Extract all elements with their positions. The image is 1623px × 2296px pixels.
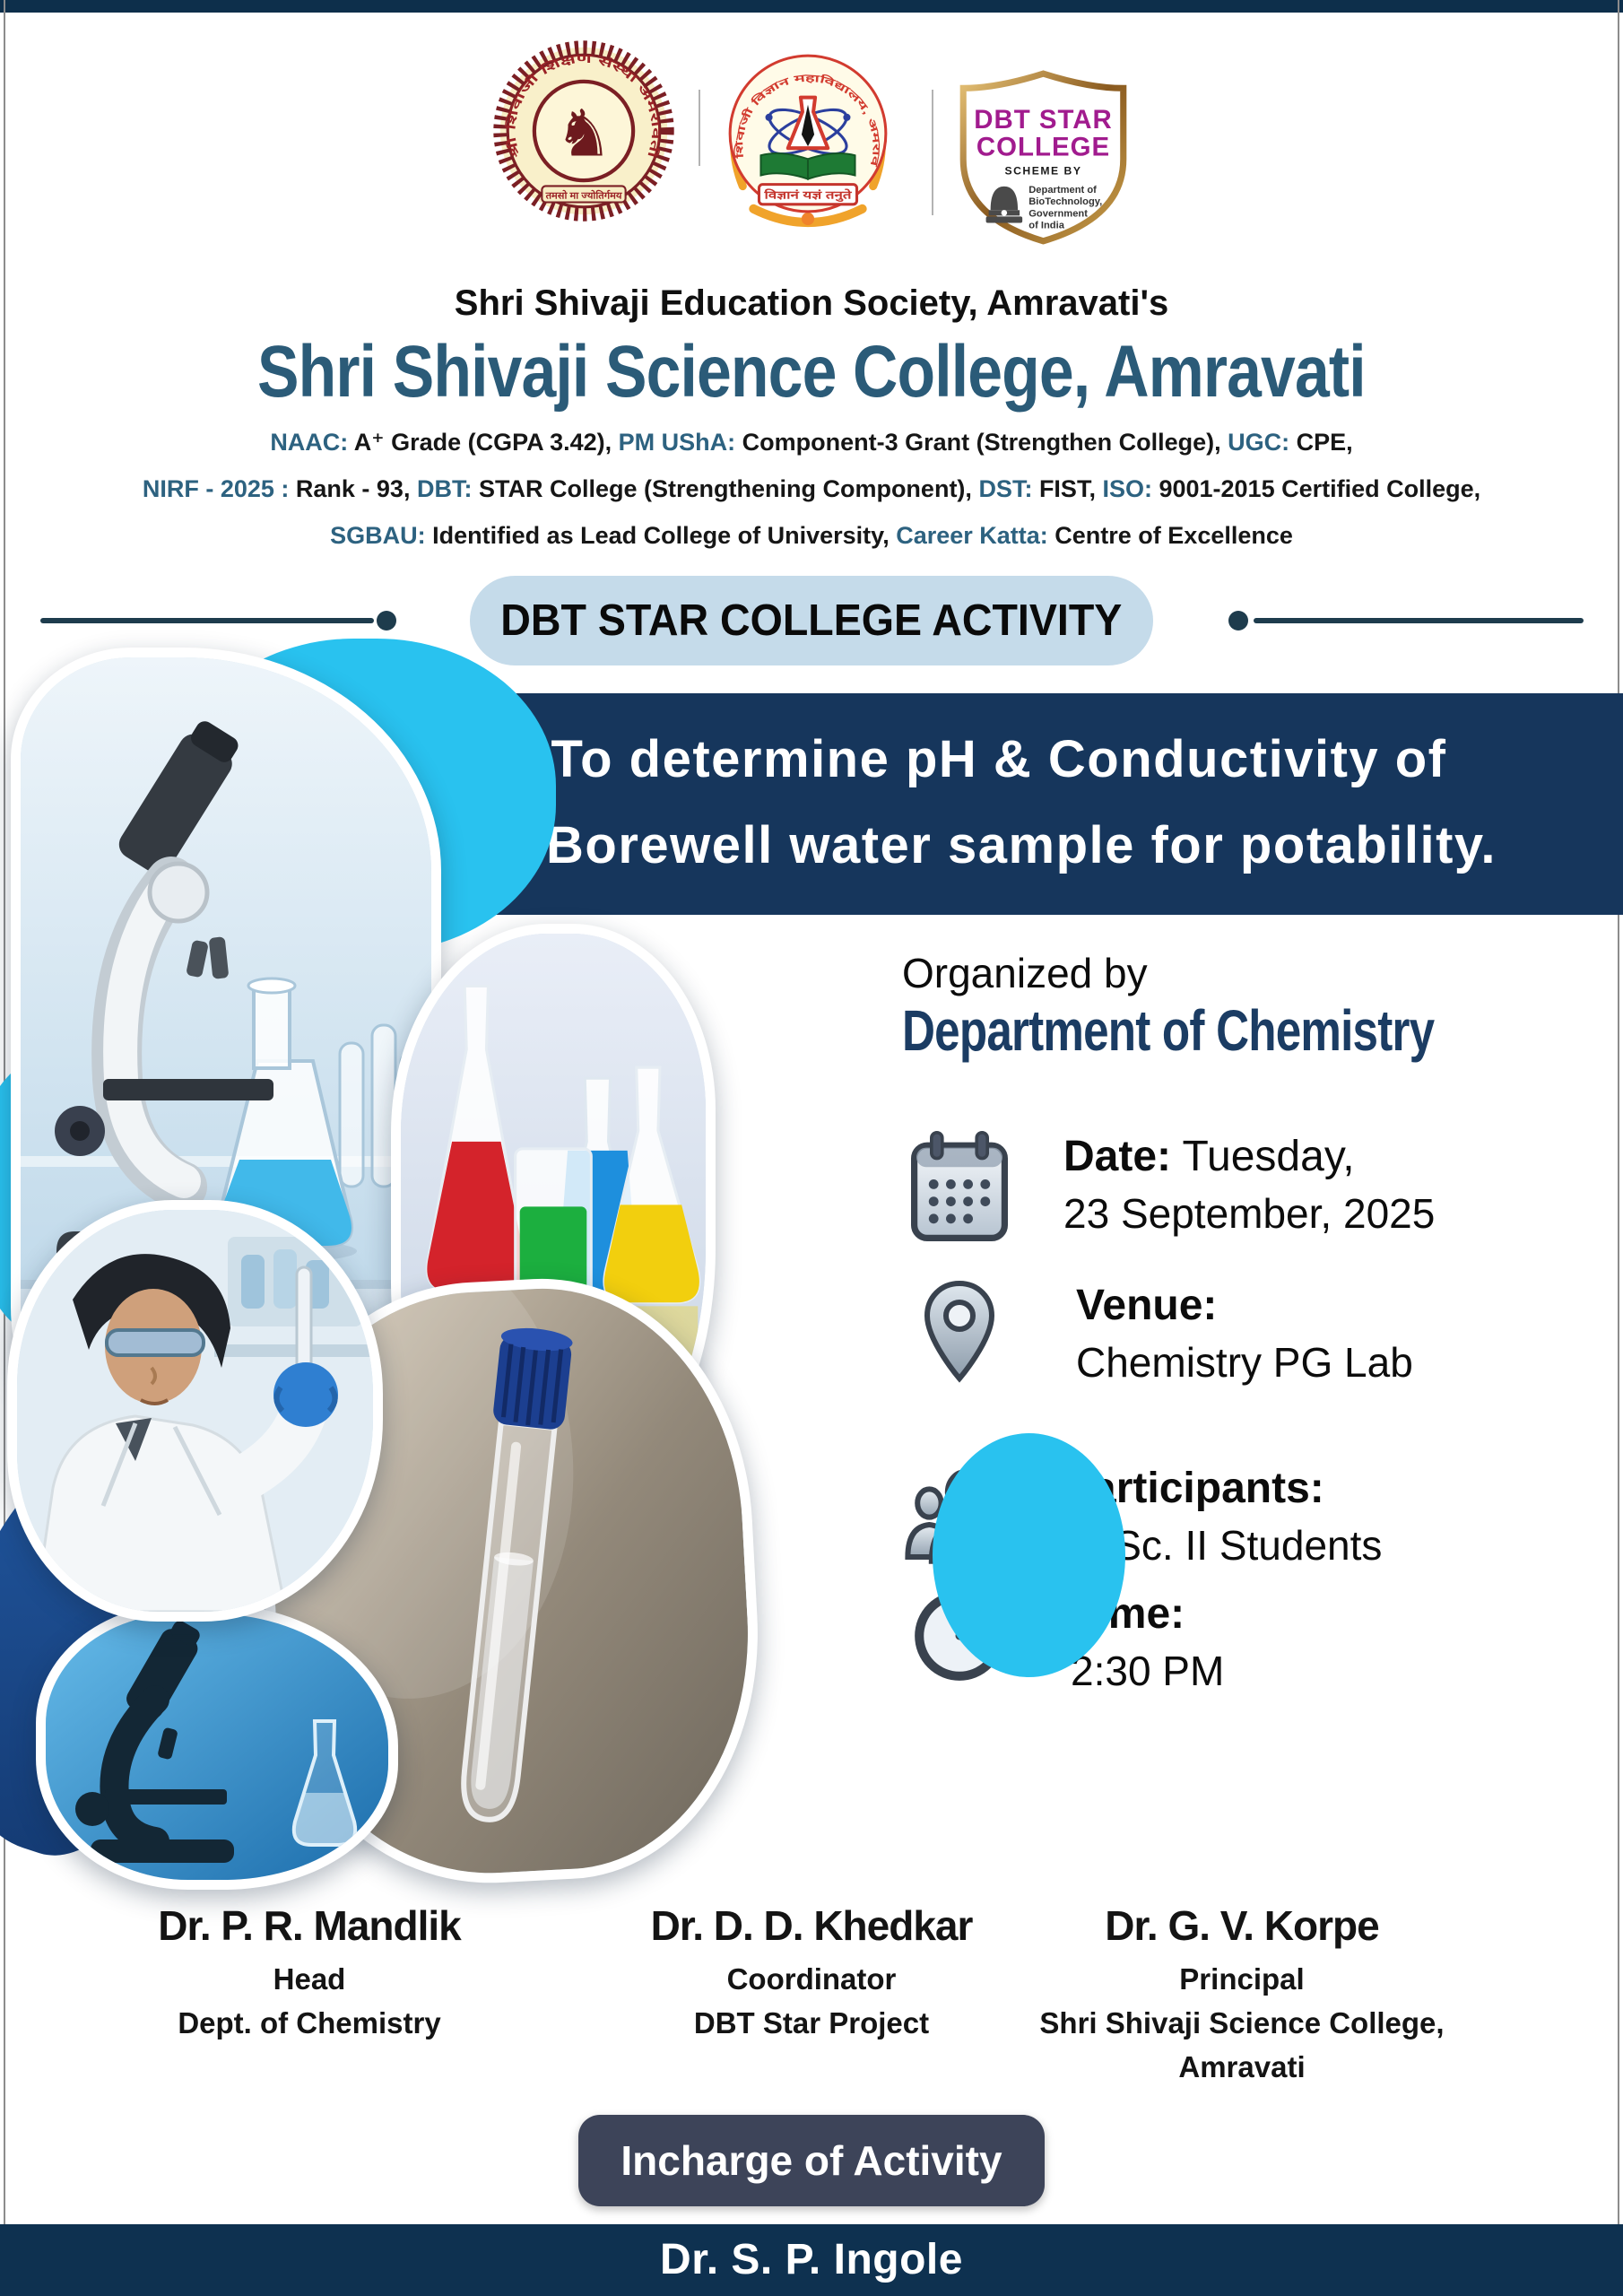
accreditation-line-2: NIRF - 2025 : Rank - 93, DBT: STAR Colle… (142, 475, 1481, 502)
photo-scientist (7, 1200, 383, 1622)
dbt-dept-line1: Department of (1028, 185, 1097, 196)
cyan-blob-right (933, 1433, 1125, 1677)
horse-emblem-icon: ♞ (555, 99, 613, 170)
location-pin-icon (902, 1277, 1040, 1387)
ashoka-emblem-icon (985, 186, 1023, 223)
member-name: Dr. G. V. Korpe (1105, 1902, 1379, 1949)
member-role: Coordinator (726, 1962, 897, 1996)
college-emblem-logo: श्री शिवाजी विज्ञान महाविद्यालय, अमरावती… (707, 31, 898, 246)
member-name: Dr. P. R. Mandlik (158, 1902, 461, 1949)
incharge-badge: Incharge of Activity (578, 2115, 1045, 2206)
event-title-line1: To determine pH & Conductivity of (551, 730, 1447, 788)
logo-separator (699, 90, 700, 166)
dbt-title-line1: DBT STAR (974, 105, 1113, 135)
organizing-department: Department of Chemistry (902, 998, 1435, 1063)
member-name: Dr. D. D. Khedkar (650, 1902, 974, 1949)
dbt-title-line2: COLLEGE (976, 132, 1110, 161)
society-seal-logo: श्री शिवाजी शिक्षण संस्था अमरावती ♞ तमसो… (489, 36, 679, 226)
dbt-dept-line3: Government (1028, 208, 1088, 219)
right-border (1618, 0, 1619, 2296)
dbt-dept-line4: of India (1028, 221, 1064, 231)
committee-member-3: Dr. G. V. Korpe Principal Shri Shivaji S… (986, 1894, 1497, 2089)
accreditation-line-1: NAAC: A⁺ Grade (CGPA 3.42), PM UShA: Com… (270, 429, 1353, 456)
dbt-dept-line2: BioTechnology, (1028, 196, 1102, 207)
seal-motto: तमसो मा ज्योतिर्गमय (545, 189, 623, 201)
event-title-banner: To determine pH & Conductivity of Borewe… (456, 693, 1623, 915)
society-line: Shri Shivaji Education Society, Amravati… (454, 283, 1169, 323)
accreditation-line-3: SGBAU: Identified as Lead College of Uni… (330, 522, 1293, 549)
detail-row-date: Date: Tuesday, 23 September, 2025 (902, 1128, 1566, 1247)
member-role: Principal (1179, 1962, 1305, 1996)
photo-microscope-blue (36, 1604, 398, 1890)
decorative-dot-right (1228, 611, 1248, 631)
calendar-icon (902, 1128, 1028, 1247)
top-border-bar (0, 0, 1623, 13)
decorative-dot-left (377, 611, 396, 631)
decorative-line-left (40, 618, 374, 623)
incharge-name-bar: Dr. S. P. Ingole (0, 2224, 1623, 2296)
decorative-line-right (1254, 618, 1584, 623)
member-org: Shri Shivaji Science College, Amravati (1039, 2006, 1445, 2083)
member-org: Dept. of Chemistry (178, 2006, 441, 2039)
committee-member-2: Dr. D. D. Khedkar Coordinator DBT Star P… (556, 1894, 1067, 2045)
organized-by-label: Organized by (902, 950, 1148, 996)
member-org: DBT Star Project (693, 2006, 930, 2039)
dbt-subtitle: SCHEME BY (1004, 165, 1081, 178)
logo-separator (932, 90, 933, 215)
emblem-motto: विज्ञानं यज्ञं तनुते (763, 188, 853, 203)
committee-member-1: Dr. P. R. Mandlik Head Dept. of Chemistr… (54, 1894, 565, 2045)
member-role: Head (273, 1962, 346, 1996)
college-name-title: Shri Shivaji Science College, Amravati (257, 331, 1367, 413)
activity-badge: DBT STAR COLLEGE ACTIVITY (470, 576, 1153, 665)
event-title-line2: Borewell water sample for potability. (546, 816, 1497, 874)
dbt-star-college-logo: DBT STAR COLLEGE SCHEME BY Department of… (950, 66, 1137, 245)
detail-row-venue: Venue: Chemistry PG Lab (902, 1277, 1566, 1390)
